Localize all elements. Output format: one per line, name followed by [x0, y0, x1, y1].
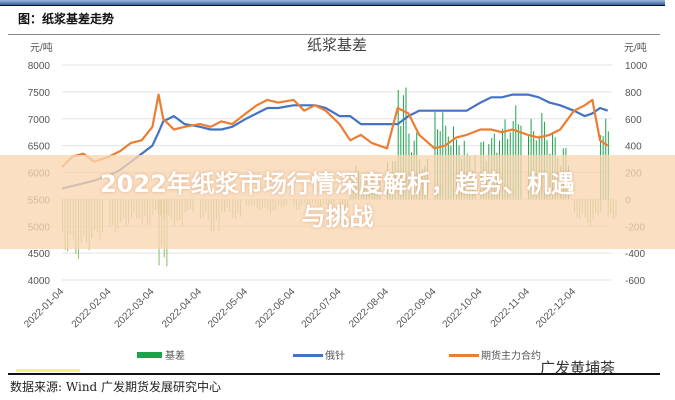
basis-bar	[402, 95, 404, 200]
y2-tick-label: 400	[625, 142, 642, 153]
highlight-mark	[16, 369, 80, 372]
legend-swatch-spot	[293, 354, 323, 357]
legend: 基差 俄针 期货主力合约	[137, 349, 541, 362]
banner-line-2: 与挑战	[301, 203, 374, 231]
x-tick-label: 2022-09-04	[395, 286, 439, 330]
x-tick-label: 2022-03-04	[113, 286, 157, 330]
y2-tick-label: 800	[625, 88, 642, 99]
banner-line-1: 2022年纸浆市场行情深度解析，趋势、机遇	[100, 170, 575, 198]
title-banner	[0, 155, 675, 249]
legend-swatch-futures	[449, 354, 479, 357]
y2-axis-label: 元/吨	[624, 41, 647, 54]
x-tick-label: 2022-01-04	[22, 286, 66, 330]
y-tick-label: 4000	[28, 276, 51, 287]
y-tick-label: 7000	[28, 115, 51, 126]
x-tick-label: 2022-06-04	[254, 286, 298, 330]
chart-title: 纸浆基差	[307, 36, 367, 54]
x-tick-label: 2022-07-04	[300, 286, 344, 330]
basis-bar	[405, 87, 407, 200]
figure-title: 图：纸浆基差走势	[18, 12, 115, 26]
x-tick-label: 2022-12-04	[534, 286, 578, 330]
legend-swatch-basis	[137, 352, 162, 358]
x-tick-label: 2022-08-04	[347, 286, 391, 330]
spot-line	[61, 93, 609, 190]
x-tick-label: 2022-05-04	[206, 286, 250, 330]
x-tick-label: 2022-11-04	[489, 286, 533, 330]
source-note: 数据来源: Wind 广发期货发展研究中心	[10, 380, 222, 394]
y2-tick-label: 1000	[625, 61, 648, 72]
watermark: 广发黄埔荟	[540, 359, 616, 377]
futures-line	[61, 93, 609, 168]
y-tick-label: 7500	[28, 88, 51, 99]
y2-tick-label: -400	[625, 249, 645, 260]
divider	[8, 34, 660, 35]
y-axis-label: 元/吨	[30, 41, 53, 54]
legend-label-spot: 俄针	[325, 349, 345, 362]
x-tick-label: 2022-10-04	[441, 286, 485, 330]
y2-tick-label: -600	[625, 276, 645, 287]
basis-bar	[515, 105, 517, 200]
y-tick-label: 8000	[28, 61, 51, 72]
legend-label-futures: 期货主力合约	[481, 349, 541, 362]
y-tick-label: 6500	[28, 142, 51, 153]
top-bar	[0, 0, 665, 6]
x-tick-label: 2022-04-04	[160, 286, 204, 330]
y2-tick-label: 600	[625, 115, 642, 126]
divider	[8, 373, 660, 375]
x-tick-label: 2022-02-04	[70, 286, 114, 330]
y-tick-label: 4500	[28, 249, 51, 260]
banner-headline: 2022年纸浆市场行情深度解析，趋势、机遇 与挑战	[30, 168, 645, 234]
legend-label-basis: 基差	[165, 349, 185, 362]
basis-bar	[397, 89, 399, 200]
